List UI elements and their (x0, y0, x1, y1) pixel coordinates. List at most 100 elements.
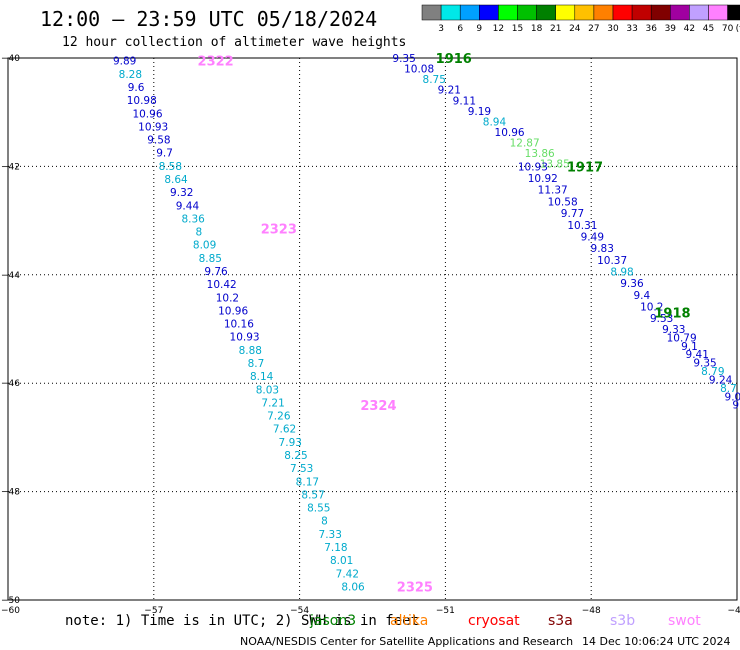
footer-note: note: 1) Time is in UTC; 2) SWH is in fe… (65, 613, 419, 629)
wave-height-value: 10.2 (216, 292, 239, 304)
color-scale-label: 33 (626, 24, 637, 34)
wave-height-value: 10.31 (567, 220, 597, 232)
wave-height-value: 8.03 (256, 384, 279, 396)
wave-height-value: 8.64 (164, 174, 188, 186)
wave-height-value: 8.79 (701, 366, 724, 378)
wave-height-value: 8.85 (199, 253, 222, 265)
x-tick-label: −45 (728, 606, 740, 616)
y-tick-label: −42 (1, 162, 20, 172)
y-tick-label: −50 (1, 596, 20, 606)
satellite-legend-cryosat: cryosat (468, 613, 520, 629)
wave-height-value: 7.62 (273, 424, 296, 436)
wave-height-value: 10.92 (528, 173, 558, 185)
y-tick-label: −48 (1, 488, 20, 498)
satellite-tracks: 9.898.289.610.9810.9610.939.589.78.588.6… (113, 52, 740, 595)
color-scale-label: 70 (722, 24, 734, 34)
chart-subtitle: 12 hour collection of altimeter wave hei… (62, 35, 406, 50)
wave-height-value: 7.42 (336, 568, 359, 580)
wave-height-value: 8 (321, 516, 328, 528)
color-scale-swatch (555, 4, 576, 21)
track-time-label: 1918 (654, 307, 690, 322)
track-time-label: 1917 (567, 160, 603, 175)
wave-height-value: 10.98 (127, 95, 157, 107)
color-scale-label: 15 (512, 24, 523, 34)
wave-height-value: 9.35 (693, 358, 716, 370)
wave-height-value: 8.88 (239, 345, 262, 357)
wave-height-value: 13.85 (540, 159, 570, 171)
wave-height-value: 10.93 (138, 121, 168, 133)
wave-height-value: 9.4 (634, 290, 651, 302)
color-scale-swatch (498, 4, 518, 21)
wave-height-value: 10.58 (548, 196, 578, 208)
color-scale-label: 18 (531, 24, 543, 34)
wave-height-value: 8.7 (720, 383, 737, 395)
wave-height-value: 8.09 (193, 240, 216, 252)
wave-height-value: 9.21 (438, 85, 461, 97)
wave-height-value: 10.79 (667, 332, 697, 344)
plot-frame (7, 57, 738, 601)
satellite-legend-swot: swot (668, 613, 701, 629)
wave-height-value: 10.37 (597, 255, 627, 267)
x-tick-label: −57 (144, 606, 163, 616)
wave-height-value: 10.96 (495, 127, 525, 139)
color-scale-swatch (593, 4, 614, 21)
color-scale-label: 36 (645, 24, 657, 34)
x-axis-start-label: −60 (1, 606, 20, 616)
satellite-legend-jason3: jason3 (309, 613, 356, 629)
track-time-label: 2322 (198, 55, 234, 70)
wave-height-value: 10.93 (230, 332, 260, 344)
wave-height-value: 8.17 (296, 476, 319, 488)
color-scale-swatch (631, 4, 652, 21)
chart-title: 12:00 – 23:59 UTC 05/18/2024 (40, 7, 377, 31)
y-tick-label: −44 (1, 271, 20, 281)
color-scale-swatch (689, 4, 709, 21)
wave-height-value: 7.53 (290, 463, 313, 475)
wave-height-value: 9.24 (709, 374, 733, 386)
wave-height-value: 8 (196, 227, 203, 239)
color-scale-unit: (ft) (736, 24, 740, 34)
wave-height-value: 8.36 (181, 213, 205, 225)
wave-height-value: 12.87 (510, 138, 540, 150)
wave-height-value: 8.55 (307, 503, 330, 515)
wave-height-value: 8.01 (330, 555, 353, 567)
y-tick-label: −40 (1, 54, 20, 64)
wave-height-value: 8.28 (119, 69, 142, 81)
wave-height-value: 10.93 (518, 161, 548, 173)
wave-height-value: 9.33 (662, 324, 685, 336)
wave-height-value: 8.7 (248, 358, 265, 370)
satellite-legend-s3b: s3b (610, 613, 635, 629)
wave-height-value: 8.58 (159, 161, 182, 173)
wave-height-value: 7.26 (267, 411, 291, 423)
wave-height-value: 8.94 (483, 116, 507, 128)
wave-height-value: 8.98 (610, 266, 633, 278)
color-scale-swatch (421, 4, 442, 21)
wave-height-value: 10.42 (207, 279, 237, 291)
wave-height-value: 9.44 (176, 200, 200, 212)
color-scale-swatch (670, 4, 690, 21)
wave-height-value: 9.76 (204, 266, 228, 278)
color-scale-swatch (517, 4, 537, 21)
color-scale-label: 9 (476, 24, 482, 34)
wave-height-value: 9.58 (147, 135, 170, 147)
satellite-legend-s3a: s3a (548, 613, 573, 629)
wave-height-value: 7.33 (319, 529, 342, 541)
wave-height-value: 10.08 (404, 64, 434, 76)
x-tick-label: −48 (582, 606, 601, 616)
track-time-label: 2323 (261, 223, 297, 238)
wave-height-value: 10.96 (132, 108, 162, 120)
color-scale-swatch (479, 4, 499, 21)
wave-height-value: 9.83 (591, 243, 614, 255)
satellite-legend: jason3 altika cryosat s3a s3b swot (309, 613, 701, 629)
y-tick-label: −46 (1, 379, 20, 389)
wave-height-value: 9.7 (156, 148, 173, 160)
wave-height-value: 9.35 (732, 400, 740, 412)
wave-height-value: 9.11 (453, 95, 476, 107)
footer-credit: NOAA/NESDIS Center for Satellite Applica… (240, 635, 573, 648)
track-time-label: 1916 (436, 52, 472, 67)
color-scale-label: 45 (703, 24, 714, 34)
color-scale-label: 42 (684, 24, 695, 34)
wave-height-value: 9.36 (620, 278, 644, 290)
color-scale-swatch (708, 4, 728, 21)
wave-height-value: 7.18 (324, 542, 347, 554)
